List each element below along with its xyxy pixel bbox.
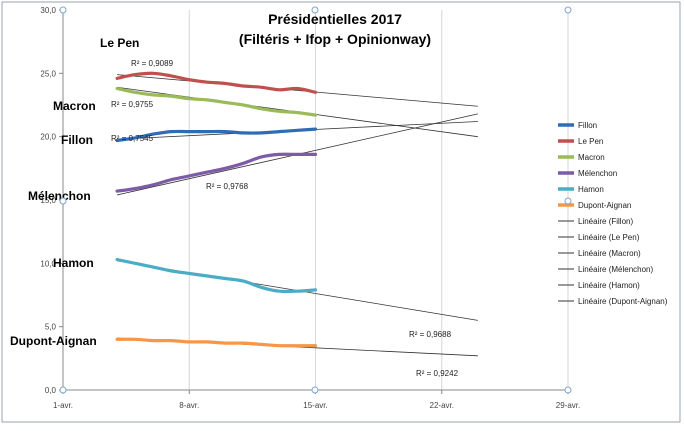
legend-label-le pen: Le Pen <box>578 137 603 146</box>
r2-label-dupont-aignan: R² = 0,9242 <box>416 369 459 378</box>
y-tick-label: 5,0 <box>45 323 57 332</box>
legend-trend-label: Linéaire (Le Pen) <box>578 233 640 242</box>
resize-handle[interactable] <box>564 386 572 394</box>
candidate-label-mélenchon: Mélenchon <box>28 189 91 203</box>
y-tick-label: 10,0 <box>40 259 56 268</box>
y-tick-label: 0,0 <box>45 386 57 395</box>
candidate-label-hamon: Hamon <box>53 256 94 270</box>
legend-label-dupont-aignan: Dupont-Aignan <box>578 201 631 210</box>
resize-handle[interactable] <box>59 197 67 205</box>
legend-label-mélenchon: Mélenchon <box>578 169 617 178</box>
legend-trend-label: Linéaire (Mélenchon) <box>578 265 653 274</box>
x-tick-label: 8-avr. <box>179 401 199 410</box>
series-line-dupont-aignan <box>115 337 318 348</box>
r2-label-fillon: R² = 0,7545 <box>111 134 154 143</box>
legend-label-macron: Macron <box>578 153 605 162</box>
y-tick-label: 20,0 <box>40 133 56 142</box>
x-tick-label: 22-avr. <box>430 401 454 410</box>
r2-label-hamon: R² = 0,9688 <box>409 330 452 339</box>
series-line-le pen <box>115 71 318 94</box>
r2-label-macron: R² = 0,9755 <box>111 100 154 109</box>
y-tick-label: 30,0 <box>40 6 56 15</box>
series-line-hamon <box>115 257 318 294</box>
legend-trend-label: Linéaire (Fillon) <box>578 217 633 226</box>
series-line-fillon <box>115 127 318 143</box>
resize-handle[interactable] <box>311 6 319 14</box>
legend-trend-label: Linéaire (Macron) <box>578 249 641 258</box>
candidate-label-le pen: Le Pen <box>100 36 139 50</box>
r2-label-le pen: R² = 0,9089 <box>131 59 174 68</box>
candidate-label-macron: Macron <box>53 99 96 113</box>
resize-handle[interactable] <box>59 386 67 394</box>
series-line-mélenchon <box>115 152 318 193</box>
x-tick-label: 29-avr. <box>556 401 580 410</box>
resize-handle[interactable] <box>564 197 572 205</box>
trendline-le pen <box>117 74 478 107</box>
legend-trend-label: Linéaire (Dupont-Aignan) <box>578 297 668 306</box>
y-tick-label: 25,0 <box>40 69 56 78</box>
legend-label-fillon: Fillon <box>578 121 597 130</box>
resize-handle[interactable] <box>59 6 67 14</box>
x-tick-label: 15-avr. <box>303 401 327 410</box>
legend-trend-label: Linéaire (Hamon) <box>578 281 640 290</box>
series-line-macron <box>115 86 318 117</box>
chart-frame[interactable] <box>1 1 681 423</box>
r2-label-mélenchon: R² = 0,9768 <box>206 182 249 191</box>
candidate-label-dupont-aignan: Dupont-Aignan <box>10 334 97 348</box>
resize-handle[interactable] <box>564 6 572 14</box>
x-tick-label: 1-avr. <box>53 401 73 410</box>
legend-label-hamon: Hamon <box>578 185 604 194</box>
chart-title-line1: Présidentielles 2017 <box>268 11 402 27</box>
candidate-label-fillon: Fillon <box>61 133 93 147</box>
y-tick-label: 15,0 <box>40 196 56 205</box>
resize-handle[interactable] <box>311 386 319 394</box>
chart-title-line2: (Filtéris + Ifop + Opinionway) <box>239 31 431 47</box>
